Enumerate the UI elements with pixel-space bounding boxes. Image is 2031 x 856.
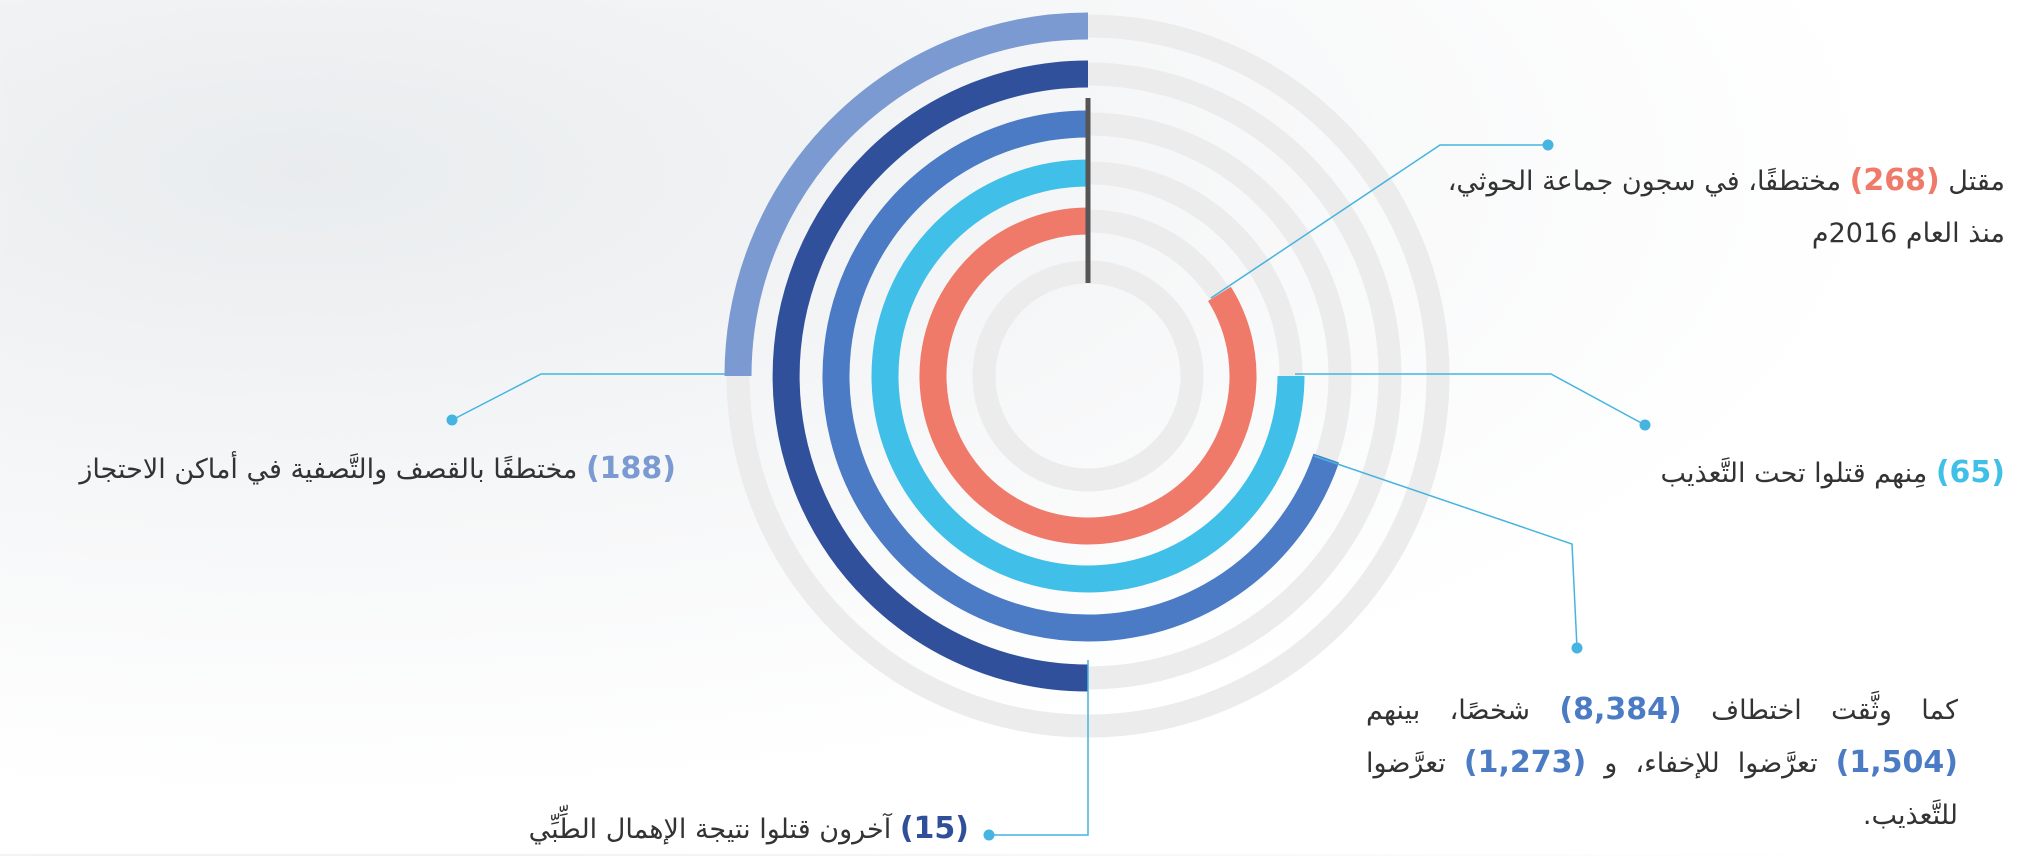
callout-top-right: مقتل (268) مختطفًا، في سجون جماعة الحوثي…	[1445, 155, 2005, 260]
number: (188)	[586, 451, 676, 486]
leader-dot	[1640, 420, 1651, 431]
callout-bottom: (15) آخرون قتلوا نتيجة الإهمال الطِّبِّي	[409, 803, 969, 856]
text: آخرون قتلوا نتيجة الإهمال الطِّبِّي	[529, 814, 892, 845]
callout-left: (188) مختطفًا بالقصف والتَّصفية في أماكن…	[6, 443, 676, 496]
callout-bottom-right: كما وثَّقت اختطاف (8,384) شخصًا، بينهم (…	[1366, 684, 1958, 842]
number: (1,504)	[1836, 745, 1958, 780]
callout-right: (65) مِنهم قتلوا تحت التَّعذيب	[1405, 447, 2005, 500]
text: كما وثَّقت اختطاف	[1711, 695, 1958, 726]
leader-dot	[447, 415, 458, 426]
number: (8,384)	[1559, 692, 1681, 727]
text: شخصًا، بينهم	[1366, 695, 1530, 726]
text: مختطفًا بالقصف والتَّصفية في أماكن الاحت…	[79, 454, 577, 485]
text: مقتل	[1948, 166, 2005, 197]
number: (1,273)	[1464, 745, 1586, 780]
number: (268)	[1850, 163, 1940, 198]
leader-line	[452, 374, 725, 420]
text: مِنهم قتلوا تحت التَّعذيب	[1660, 458, 1927, 489]
leader-dot	[1543, 140, 1554, 151]
leader-dot	[984, 830, 995, 841]
ring-track	[984, 272, 1192, 480]
number: (15)	[900, 811, 969, 846]
text: تعرَّضوا للإخفاء، و	[1604, 748, 1817, 779]
number: (65)	[1936, 455, 2005, 490]
leader-dot	[1572, 643, 1583, 654]
page: مقتل (268) مختطفًا، في سجون جماعة الحوثي…	[0, 0, 2031, 854]
